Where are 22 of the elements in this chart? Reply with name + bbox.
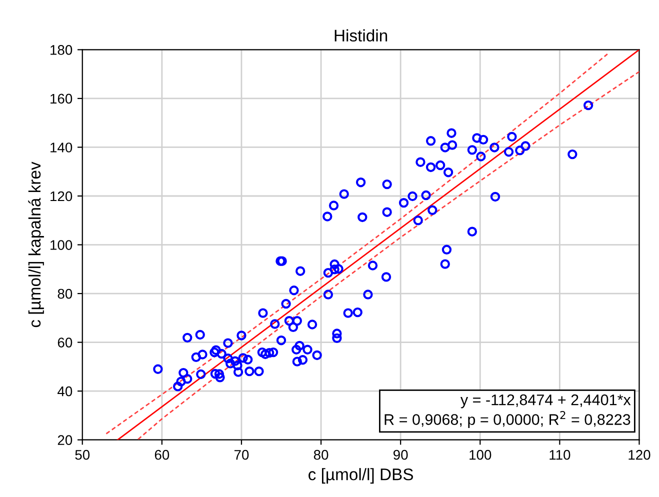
x-tick-label: 120 — [628, 450, 650, 460]
y-tick-label: 180 — [50, 45, 72, 55]
x-tick-label: 110 — [550, 450, 570, 460]
y-axis-title: c [µmol/l] kapalná krev — [28, 162, 44, 328]
y-tick-label: 120 — [50, 191, 72, 202]
x-tick-label: 60 — [154, 450, 170, 460]
annotation: y = -112,8474 + 2,4401*x — [460, 394, 631, 408]
y-tick-label: 20 — [58, 435, 72, 446]
x-tick-label: 50 — [75, 450, 90, 460]
y-tick-label: 140 — [50, 142, 72, 152]
y-tick-label: 40 — [58, 386, 72, 396]
x-tick-label: 80 — [314, 450, 328, 460]
y-tick-label: 60 — [58, 338, 72, 348]
y-tick-label: 160 — [50, 94, 72, 104]
annotation: R = 0,9068; p = 0,0000; R$^{2}$ = 0,8223 — [384, 411, 630, 428]
x-tick-label: 100 — [470, 450, 492, 460]
x-axis-title: c [µmol/l] DBS — [308, 468, 413, 484]
x-tick-label: 90 — [394, 450, 408, 460]
chart-title: Histidin — [334, 29, 388, 42]
x-tick-label: 70 — [234, 450, 249, 460]
y-tick-label: 80 — [58, 288, 72, 299]
y-tick-label: 100 — [50, 240, 72, 250]
